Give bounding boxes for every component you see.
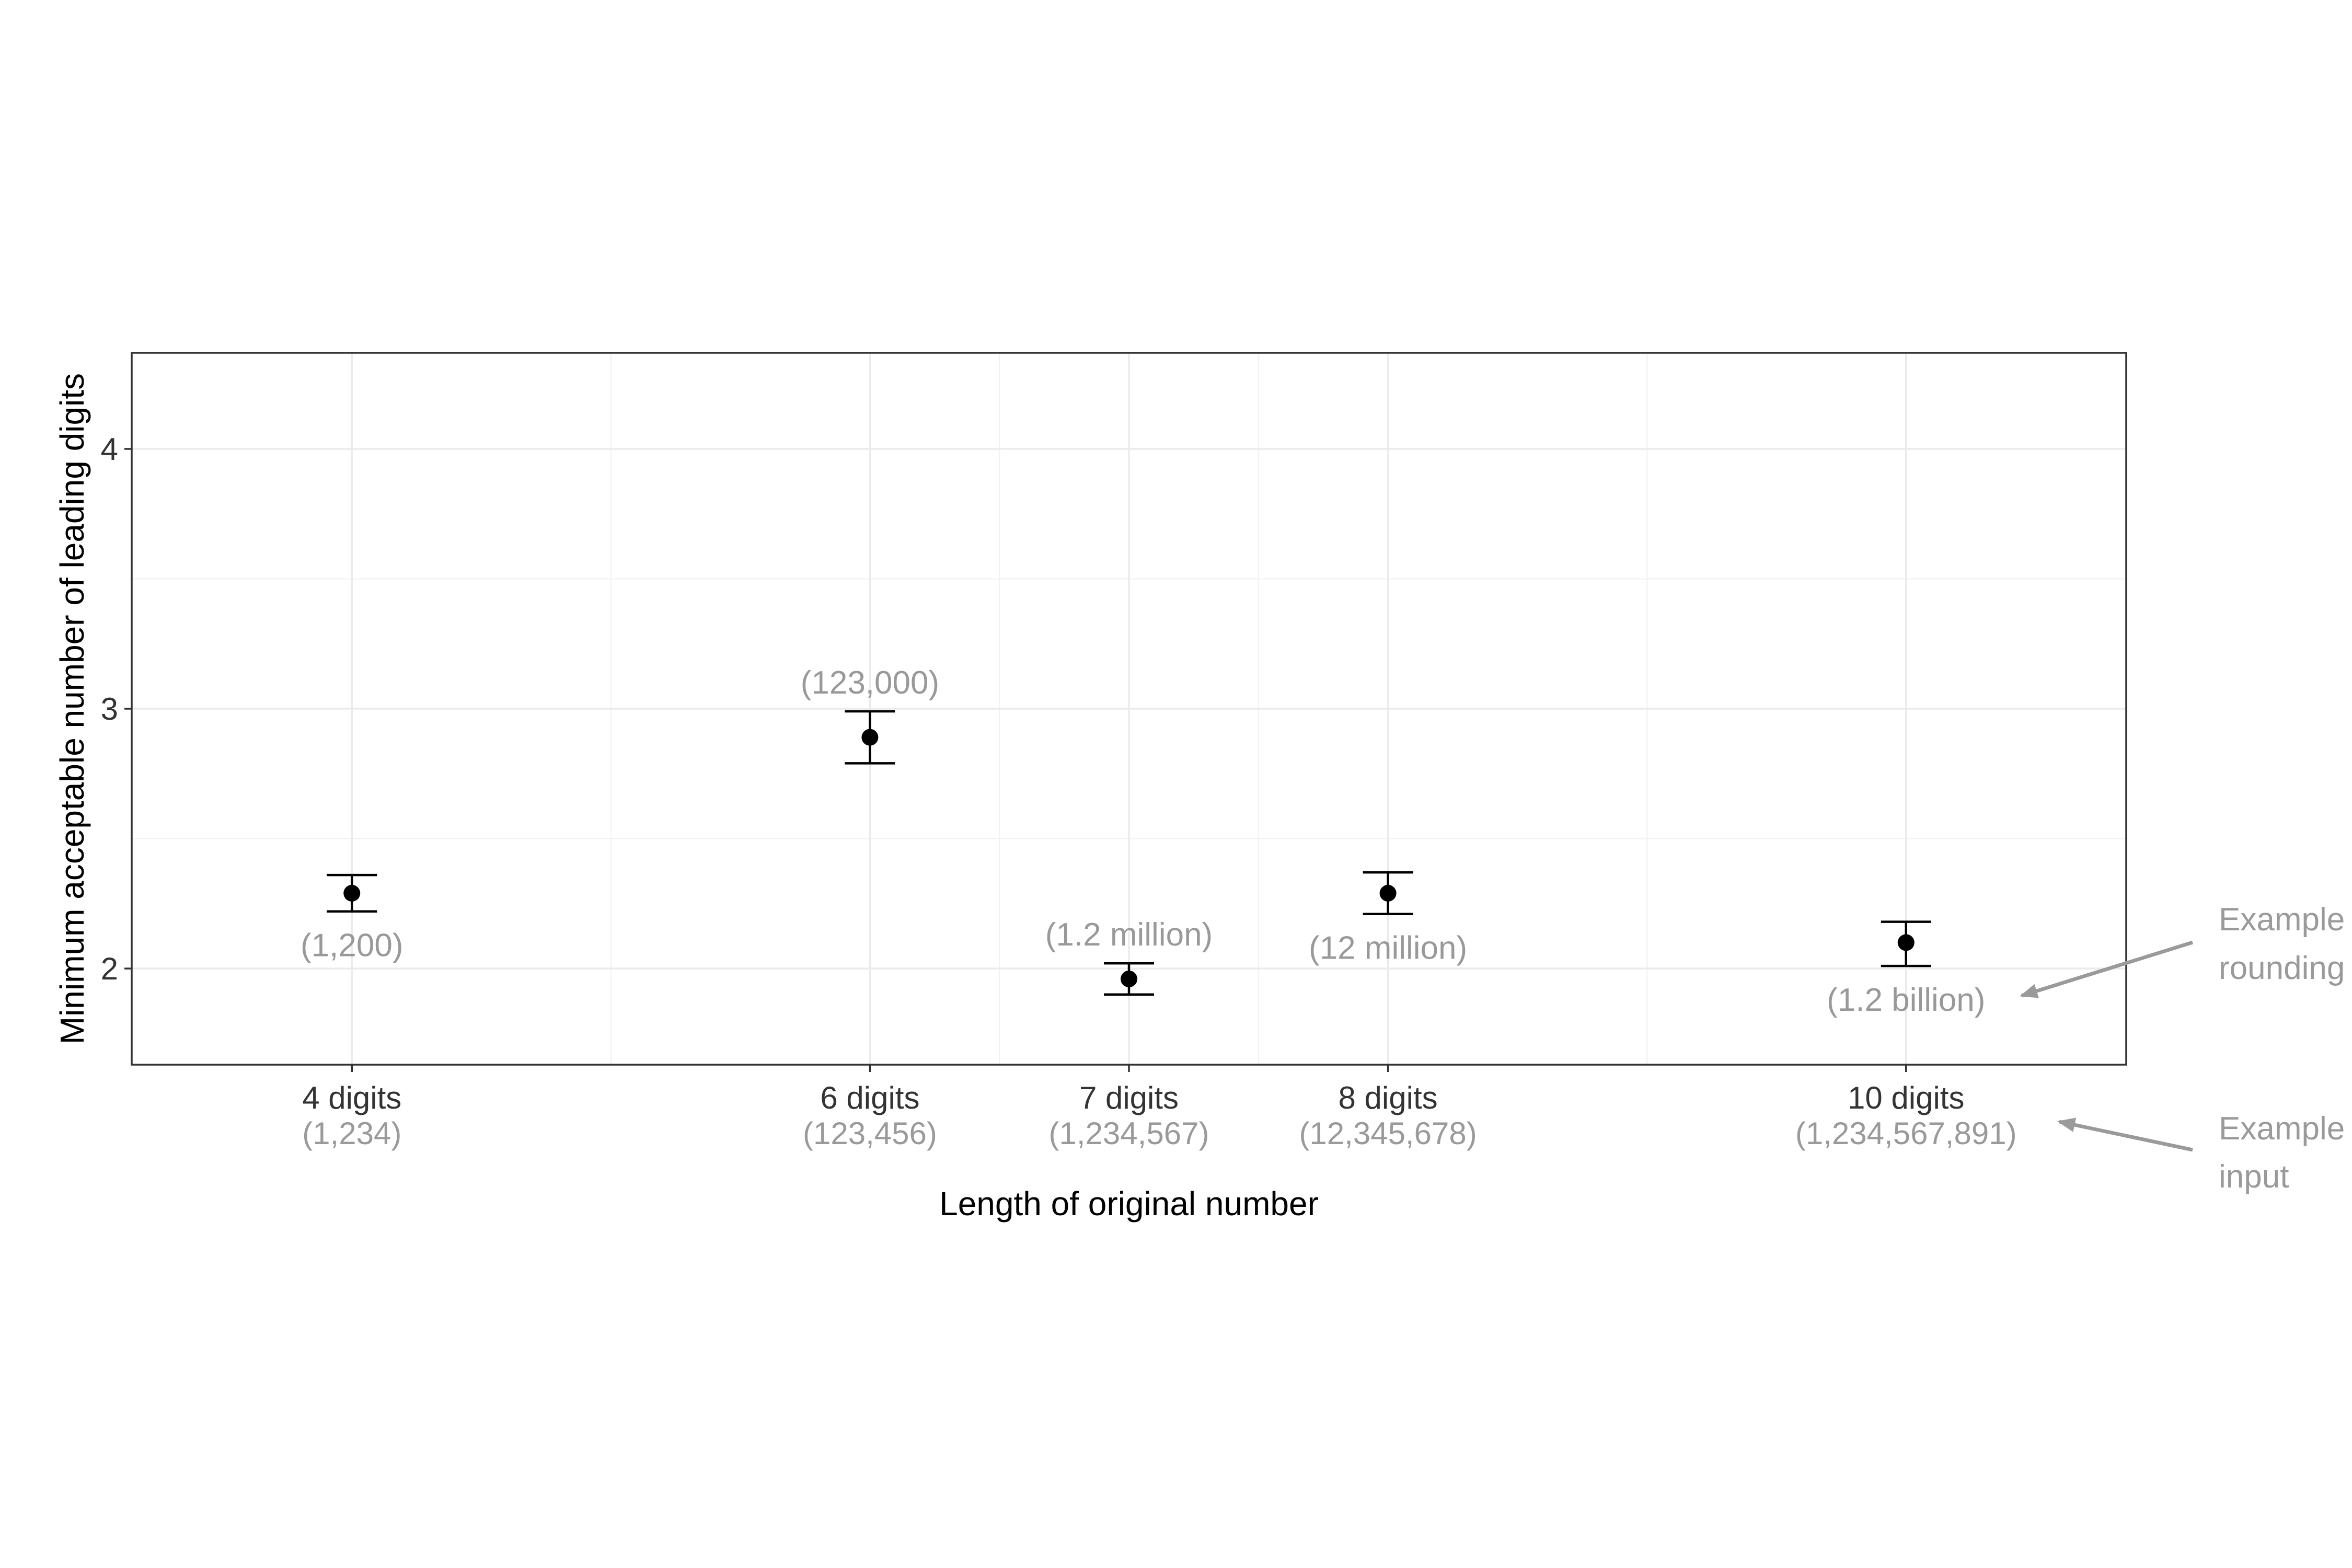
y-axis-title: Minimum acceptable number of leading dig… — [53, 373, 91, 1044]
annotation-rounding-line1: Example — [2219, 902, 2345, 938]
x-tick-example-input: (1,234,567,891) — [1795, 1116, 2017, 1151]
y-tick-label: 3 — [101, 691, 118, 727]
data-point-label: (1,200) — [301, 928, 403, 964]
data-point — [861, 729, 879, 746]
data-point-label: (12 million) — [1309, 930, 1467, 966]
data-point-label: (1.2 billion) — [1827, 982, 1985, 1018]
x-axis: 4 digits(1,234) 6 digits(123,456) 7 digits… — [302, 1065, 2017, 1151]
data-point-label: (123,000) — [801, 665, 939, 701]
data-point-label: (1.2 million) — [1045, 917, 1213, 953]
annotation-rounding-arrow — [2020, 940, 2194, 998]
x-tick-label: 4 digits — [302, 1080, 401, 1115]
data-point — [1897, 934, 1915, 951]
annotation-input-line1: Example — [2219, 1111, 2345, 1147]
annotations: Example rounding Example input — [2020, 902, 2345, 1195]
x-tick-label: 7 digits — [1079, 1080, 1179, 1115]
data-point — [1379, 884, 1397, 902]
data-point — [343, 884, 361, 902]
annotation-rounding-line2: rounding — [2219, 950, 2345, 986]
x-tick-example-input: (123,456) — [803, 1116, 937, 1151]
x-tick-example-input: (1,234,567) — [1049, 1116, 1209, 1151]
x-tick-label: 10 digits — [1848, 1080, 1964, 1115]
data-point — [1121, 970, 1137, 987]
data-layer: (1,200) (123,000) (1.2 million) (12 million… — [301, 665, 1985, 1018]
y-axis: 2 3 4 — [101, 432, 132, 986]
annotation-input-arrow — [2057, 1117, 2193, 1152]
grid-layer — [132, 353, 2126, 1065]
annotation-input-line2: input — [2219, 1159, 2289, 1195]
plot-panel-border — [131, 352, 2127, 1066]
x-tick-label: 6 digits — [820, 1080, 919, 1115]
x-tick-example-input: (12,345,678) — [1299, 1116, 1477, 1151]
y-tick-label: 2 — [101, 951, 118, 986]
x-axis-title: Length of original number — [939, 1185, 1319, 1223]
x-tick-label: 8 digits — [1339, 1080, 1438, 1115]
x-tick-example-input: (1,234) — [302, 1116, 401, 1151]
y-tick-label: 4 — [101, 432, 118, 467]
